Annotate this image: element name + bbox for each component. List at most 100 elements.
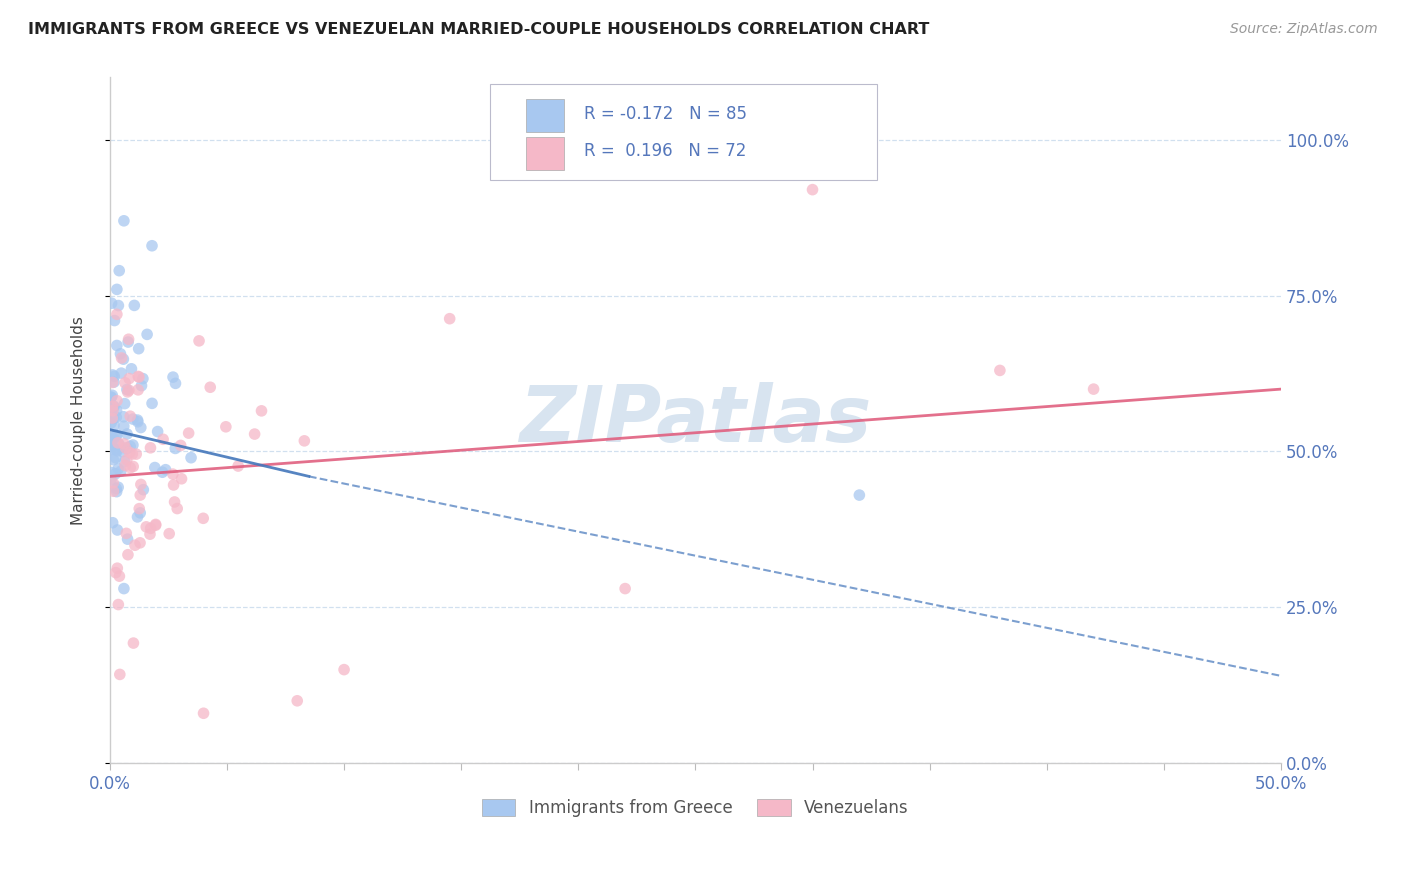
Point (165, 442, 187, 456)
Point (127, 509, 149, 524)
Text: ZIPatlas: ZIPatlas (519, 383, 872, 458)
Point (105, 307, 128, 321)
Point (101, 516, 124, 530)
Point (170, 472, 193, 486)
Point (100, 429, 122, 443)
Point (136, 327, 159, 342)
Point (112, 352, 135, 367)
Bar (526, 137, 564, 170)
Point (105, 443, 128, 458)
Point (143, 460, 166, 475)
Point (105, 393, 128, 408)
Point (115, 452, 138, 467)
Point (125, 447, 148, 461)
Point (152, 432, 174, 446)
Point (152, 465, 174, 479)
Point (127, 415, 149, 429)
Point (100, 434, 122, 449)
Point (103, 418, 125, 433)
Point (129, 506, 152, 520)
Point (105, 561, 128, 575)
Point (439, 311, 461, 326)
Point (124, 538, 146, 552)
Point (114, 376, 136, 390)
Point (104, 450, 127, 465)
Point (193, 511, 215, 525)
Point (115, 442, 138, 456)
Point (180, 450, 202, 465)
Point (101, 388, 124, 402)
Point (165, 376, 187, 391)
Point (104, 467, 127, 481)
Point (129, 477, 152, 491)
Point (101, 466, 124, 480)
Point (135, 520, 157, 534)
Point (162, 370, 184, 384)
Point (128, 342, 150, 356)
Point (132, 483, 155, 497)
Point (141, 396, 163, 410)
Point (157, 526, 180, 541)
Point (117, 548, 139, 562)
Point (127, 383, 149, 397)
Point (121, 412, 143, 426)
Point (115, 383, 138, 397)
Point (333, 663, 356, 677)
Point (103, 400, 125, 414)
Point (145, 517, 167, 532)
Point (170, 438, 193, 452)
Point (117, 442, 139, 456)
Point (108, 569, 131, 583)
Point (129, 420, 152, 434)
Point (120, 439, 142, 453)
Point (101, 376, 124, 390)
Point (120, 460, 142, 475)
Text: R = -0.172   N = 85: R = -0.172 N = 85 (583, 104, 747, 123)
Point (163, 495, 186, 509)
Point (801, 183, 824, 197)
Point (122, 636, 145, 650)
Point (105, 428, 128, 442)
Point (114, 454, 136, 468)
Point (614, 582, 637, 596)
Point (110, 464, 132, 478)
Point (103, 475, 125, 490)
Point (103, 432, 125, 446)
Point (107, 435, 129, 450)
Point (112, 409, 135, 424)
Point (146, 425, 169, 439)
Point (108, 263, 131, 277)
Point (129, 488, 152, 502)
Point (115, 427, 138, 442)
Point (103, 369, 125, 384)
Point (285, 694, 308, 708)
Point (100, 391, 122, 405)
Point (117, 532, 139, 546)
Point (1083, 382, 1105, 396)
Point (100, 296, 122, 310)
Point (124, 298, 146, 312)
Point (101, 400, 124, 414)
Point (114, 458, 136, 473)
Point (127, 369, 149, 384)
Point (117, 332, 139, 346)
Point (107, 299, 129, 313)
Point (112, 437, 135, 451)
Point (127, 413, 149, 427)
Point (114, 397, 136, 411)
Point (112, 214, 135, 228)
Point (117, 334, 139, 349)
Point (226, 458, 249, 473)
Point (129, 536, 152, 550)
Point (115, 526, 138, 541)
Point (111, 444, 134, 458)
Point (118, 445, 141, 459)
Point (128, 501, 150, 516)
Point (117, 384, 139, 399)
Point (162, 467, 184, 482)
Point (120, 409, 142, 424)
Point (101, 411, 124, 425)
Legend: Immigrants from Greece, Venezuelans: Immigrants from Greece, Venezuelans (475, 792, 915, 823)
Point (100, 416, 122, 430)
Point (215, 419, 238, 434)
